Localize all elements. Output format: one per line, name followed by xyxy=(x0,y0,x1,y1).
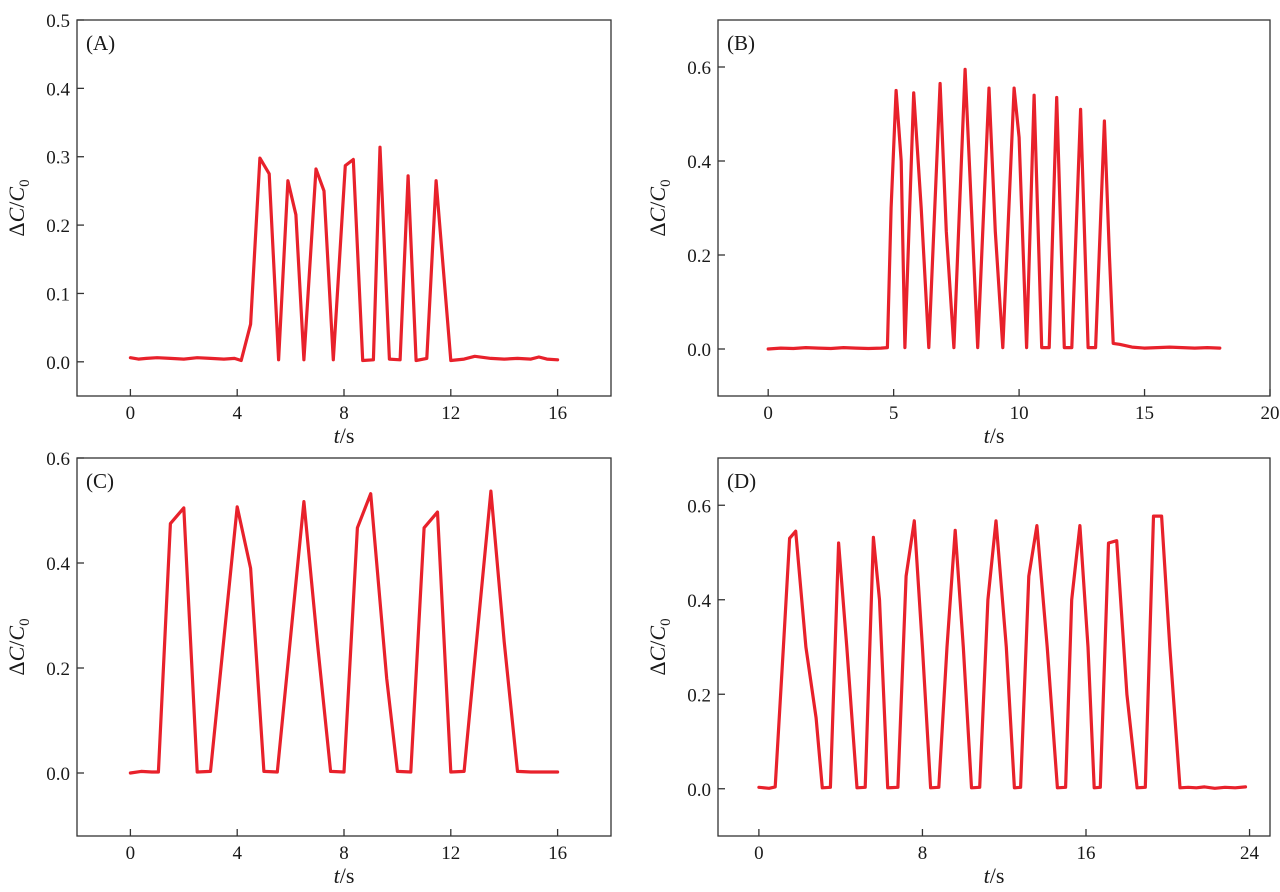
y-axis-var: C xyxy=(645,646,670,661)
x-tick-label: 16 xyxy=(1077,843,1096,864)
x-tick-label: 5 xyxy=(889,403,899,424)
y-axis-var: C xyxy=(645,207,670,222)
y-axis-sub-var: C xyxy=(645,626,670,641)
y-tick-label: 0.0 xyxy=(46,764,70,785)
x-tick-label: 12 xyxy=(441,403,460,424)
x-axis-var: t xyxy=(984,423,991,448)
y-axis-sep: / xyxy=(645,201,670,208)
y-tick-label: 0.4 xyxy=(687,591,711,612)
x-tick-label: 10 xyxy=(1010,403,1029,424)
x-axis-title: t/s xyxy=(984,863,1005,888)
y-axis-subscript: 0 xyxy=(658,179,674,187)
series-line-1 xyxy=(128,489,560,775)
x-tick-label: 12 xyxy=(441,843,460,864)
y-axis-subscript: 0 xyxy=(658,618,674,626)
y-tick-label: 0.0 xyxy=(687,340,711,361)
y-axis-delta: Δ xyxy=(4,661,29,675)
x-tick-label: 15 xyxy=(1135,403,1154,424)
x-tick-label: 8 xyxy=(339,403,349,424)
y-axis-delta: Δ xyxy=(645,222,670,236)
x-tick-label: 20 xyxy=(1261,403,1280,424)
panel-label: (C) xyxy=(86,469,114,493)
plot-frame xyxy=(717,457,1271,837)
y-axis-var: C xyxy=(4,646,29,661)
y-axis-title: ΔC/C0 xyxy=(645,618,674,675)
y-tick-label: 0.3 xyxy=(46,148,70,169)
y-axis-sub-var: C xyxy=(4,626,29,641)
series-line-1 xyxy=(757,514,1248,790)
x-tick-label: 16 xyxy=(548,843,567,864)
y-tick-label: 0.4 xyxy=(46,79,70,100)
y-axis-sub-var: C xyxy=(4,187,29,202)
y-tick-label: 0.6 xyxy=(46,449,70,470)
chart-panel-3: 0 4 8 12 160.00.20.40.6(C)t/sΔC/C0 xyxy=(4,449,612,888)
y-tick-label: 0.2 xyxy=(687,246,711,267)
x-axis-unit: /s xyxy=(340,863,355,888)
x-tick-label: 4 xyxy=(232,403,242,424)
y-axis-delta: Δ xyxy=(645,661,670,675)
plot-frame xyxy=(717,19,1271,397)
x-tick-label: 0 xyxy=(754,843,764,864)
x-tick-label: 4 xyxy=(232,843,242,864)
y-tick-label: 0.6 xyxy=(687,496,711,517)
x-tick-label: 24 xyxy=(1240,843,1260,864)
plot-frame xyxy=(76,457,612,837)
x-axis-unit: /s xyxy=(990,863,1005,888)
y-tick-label: 0.0 xyxy=(46,353,70,374)
x-axis-var: t xyxy=(334,863,341,888)
chart-panel-4: 0 8 16 240.00.20.40.6(D)t/sΔC/C0 xyxy=(645,457,1271,888)
x-axis-var: t xyxy=(334,423,341,448)
x-tick-label: 8 xyxy=(339,843,349,864)
y-tick-label: 0.4 xyxy=(46,554,70,575)
x-axis-var: t xyxy=(984,863,991,888)
x-tick-label: 0 xyxy=(126,403,136,424)
x-axis-unit: /s xyxy=(990,423,1005,448)
chart-panel-1: 0 4 8 12 160.00.10.20.30.40.5(A)t/sΔC/C0 xyxy=(4,11,612,448)
y-tick-label: 0.2 xyxy=(46,216,70,237)
y-tick-label: 0.0 xyxy=(687,780,711,801)
panel-label: (B) xyxy=(727,31,755,55)
y-tick-label: 0.1 xyxy=(46,284,70,305)
x-axis-title: t/s xyxy=(984,423,1005,448)
y-tick-label: 0.6 xyxy=(687,58,711,79)
y-tick-label: 0.2 xyxy=(687,685,711,706)
x-tick-label: 8 xyxy=(918,843,928,864)
x-tick-label: 0 xyxy=(763,403,773,424)
x-axis-unit: /s xyxy=(340,423,355,448)
y-axis-subscript: 0 xyxy=(17,179,33,187)
y-axis-title: ΔC/C0 xyxy=(4,179,33,236)
x-axis-title: t/s xyxy=(334,863,355,888)
y-axis-sep: / xyxy=(4,201,29,208)
x-axis-title: t/s xyxy=(334,423,355,448)
y-tick-label: 0.2 xyxy=(46,659,70,680)
panel-label: (A) xyxy=(86,31,115,55)
y-tick-label: 0.5 xyxy=(46,11,70,32)
y-axis-sep: / xyxy=(645,640,670,647)
x-tick-label: 16 xyxy=(548,403,567,424)
series-line-1 xyxy=(128,145,560,363)
y-axis-subscript: 0 xyxy=(17,618,33,626)
y-tick-label: 0.4 xyxy=(687,152,711,173)
y-axis-delta: Δ xyxy=(4,222,29,236)
chart-panel-2: 0 5 10 15 200.00.20.40.6(B)t/sΔC/C0 xyxy=(645,19,1280,448)
y-axis-title: ΔC/C0 xyxy=(645,179,674,236)
y-axis-var: C xyxy=(4,207,29,222)
panel-label: (D) xyxy=(727,469,756,493)
y-axis-title: ΔC/C0 xyxy=(4,618,33,675)
series-line-1 xyxy=(766,67,1222,351)
y-axis-sep: / xyxy=(4,640,29,647)
y-axis-sub-var: C xyxy=(645,187,670,202)
x-tick-label: 0 xyxy=(126,843,136,864)
